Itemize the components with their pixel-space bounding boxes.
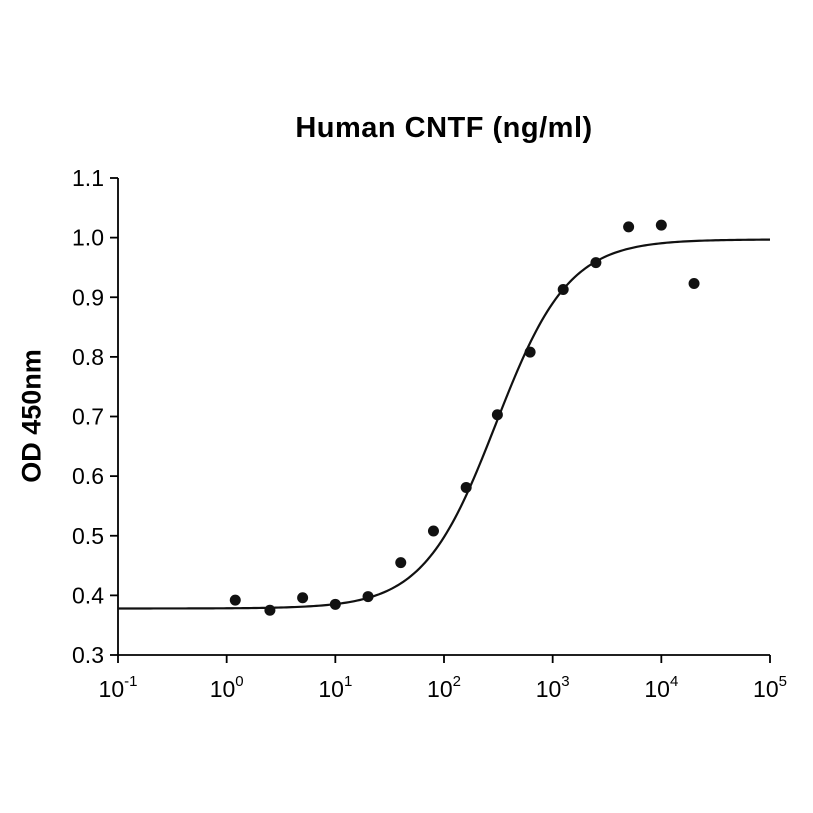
data-point — [329, 598, 341, 610]
data-point — [655, 219, 667, 231]
x-tick-label: 103 — [536, 673, 570, 702]
data-point — [362, 591, 374, 603]
y-tick-label: 0.6 — [72, 463, 104, 489]
data-point — [491, 409, 503, 421]
data-point — [623, 221, 635, 233]
fit-curve — [118, 238, 771, 610]
data-point — [264, 604, 276, 616]
y-tick-label: 0.5 — [72, 523, 104, 549]
data-point — [590, 257, 602, 269]
data-point — [460, 481, 472, 493]
y-tick-label: 0.9 — [72, 284, 104, 310]
data-point — [229, 594, 241, 606]
data-point — [427, 525, 439, 537]
data-point — [524, 346, 536, 358]
x-tick-label: 101 — [318, 673, 352, 702]
x-tick-label: 100 — [210, 673, 244, 702]
data-point — [557, 284, 569, 295]
data-point — [688, 278, 700, 290]
x-tick-label: 102 — [427, 673, 461, 702]
y-tick-label: 1.0 — [72, 225, 104, 251]
x-tick-label: 10-1 — [99, 673, 138, 702]
y-tick-label: 1.1 — [72, 165, 104, 191]
y-tick-label: 0.3 — [72, 642, 104, 668]
y-tick-label: 0.7 — [72, 404, 104, 430]
data-point — [297, 592, 309, 604]
data-point — [395, 557, 407, 569]
chart-title: Human CNTF (ng/ml) — [295, 112, 593, 144]
x-tick-label: 104 — [644, 673, 678, 702]
y-tick-label: 0.8 — [72, 344, 104, 370]
x-tick-label: 105 — [753, 673, 787, 702]
y-tick-label: 0.4 — [72, 582, 104, 608]
